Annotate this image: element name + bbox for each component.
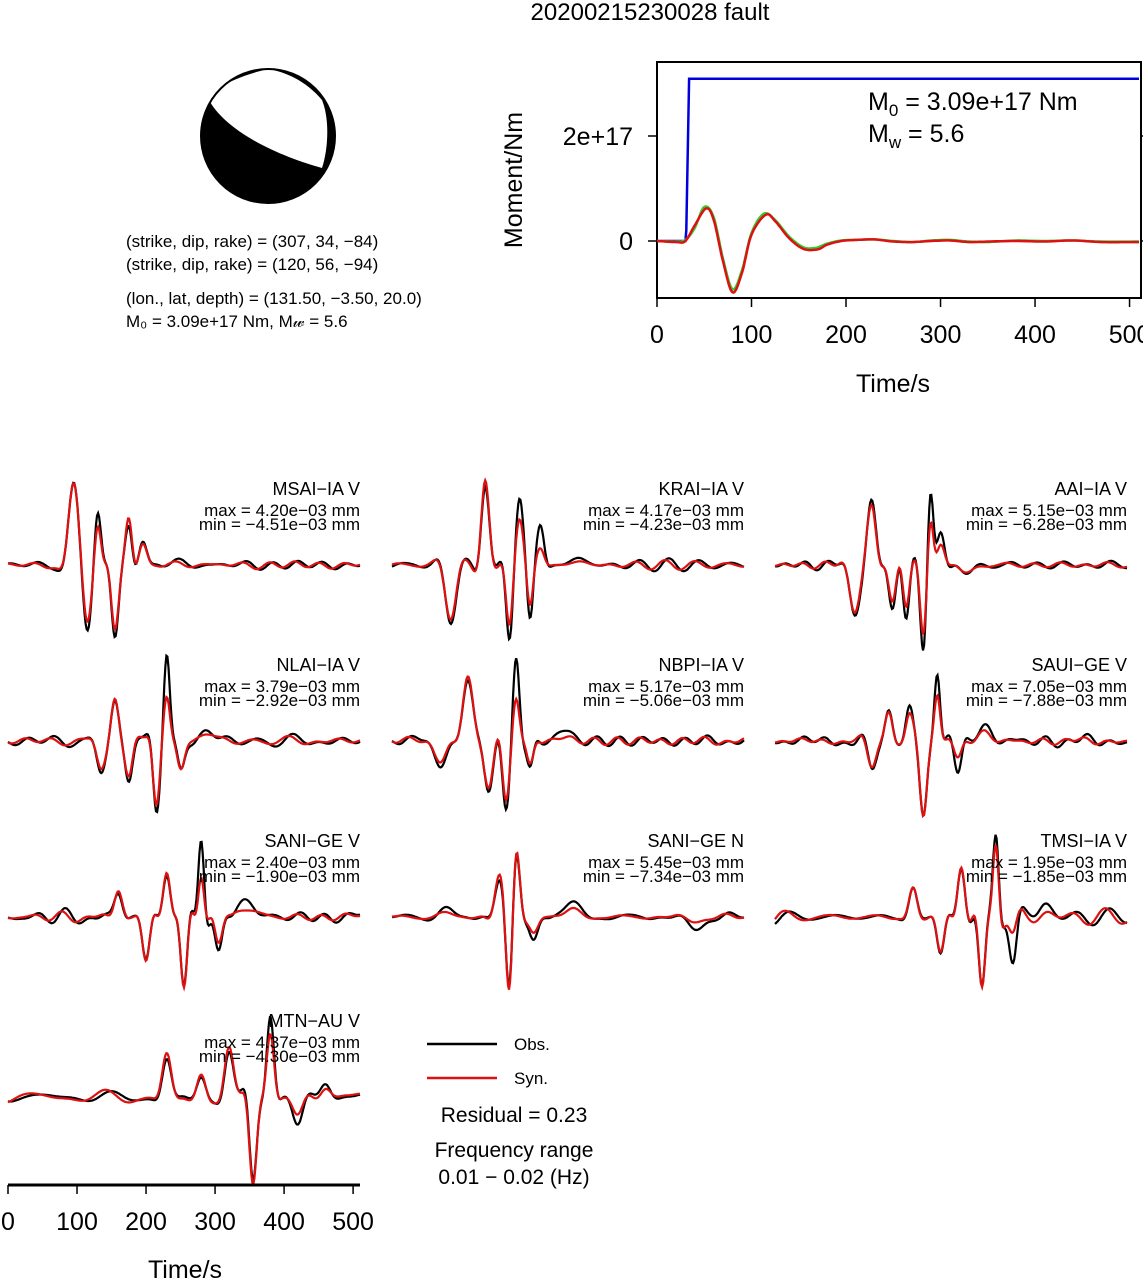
m0-annotation: M0 = 3.09e+17 Nm [868, 88, 1078, 120]
residual-label: Residual = 0.23 [441, 1104, 588, 1127]
focal-mechanism-beachball [200, 68, 336, 204]
moment-xtick-label: 100 [731, 321, 773, 349]
station-max: max = 4.17e−03 mm [588, 501, 744, 520]
waveform-xtick-label: 0 [1, 1208, 15, 1236]
station-label: MTN−AU V [268, 1011, 360, 1031]
legend-obs-label: Obs. [514, 1035, 550, 1054]
waveform-xtick-label: 200 [125, 1208, 167, 1236]
waveform-xtick-label: 100 [56, 1208, 98, 1236]
station-label: MSAI−IA V [272, 479, 360, 499]
moment-xtick-label: 0 [650, 321, 664, 349]
synthetic-waveform [7, 695, 361, 807]
observed-waveform [7, 1015, 361, 1183]
station-label: TMSI−IA V [1040, 831, 1127, 851]
moment-series-syn [656, 207, 1139, 294]
station-min: min = −4.51e−03 mm [199, 515, 360, 534]
station-max: max = 7.05e−03 mm [971, 677, 1127, 696]
moment-xtick-label: 300 [920, 321, 962, 349]
station-min: min = −4.30e−03 mm [199, 1047, 360, 1066]
station-min: min = −1.85e−03 mm [966, 867, 1127, 886]
moment-ytick-label: 0 [619, 228, 633, 256]
station-label: NLAI−IA V [276, 655, 360, 675]
station-max: max = 3.79e−03 mm [204, 677, 360, 696]
frequency-range-value: 0.01 − 0.02 (Hz) [438, 1166, 589, 1189]
moment-ytick-label: 2e+17 [563, 123, 633, 151]
station-min: min = −5.06e−03 mm [583, 691, 744, 710]
synthetic-waveform [7, 871, 361, 992]
nodal-plane-1: (strike, dip, rake) = (307, 34, −84) [126, 232, 378, 251]
observed-waveform [774, 493, 1127, 651]
waveform-xtick-label: 300 [194, 1208, 236, 1236]
moment-xtick-label: 400 [1014, 321, 1056, 349]
moment-axis-ticks: 0 100 200 300 400 500 0 2e+17 [563, 123, 1143, 349]
moment-series-green [657, 205, 1139, 291]
station-max: max = 4.37e−03 mm [204, 1033, 360, 1052]
synthetic-waveform [774, 693, 1128, 819]
synthetic-waveform [391, 675, 745, 803]
observed-waveform [391, 483, 745, 642]
synthetic-waveform [7, 1032, 361, 1187]
station-max: max = 2.40e−03 mm [204, 853, 360, 872]
station-min: min = −7.34e−03 mm [583, 867, 744, 886]
legend-syn-label: Syn. [514, 1069, 548, 1088]
station-min: min = −7.88e−03 mm [966, 691, 1127, 710]
synthetic-waveform [774, 502, 1128, 635]
waveform-time-axis: Time/s 0 100 200 300 400 500 [1, 1183, 374, 1281]
source-info: (strike, dip, rake) = (307, 34, −84) (st… [126, 232, 422, 331]
station-max: max = 1.95e−03 mm [971, 853, 1127, 872]
synthetic-waveform [391, 851, 745, 990]
nodal-plane-2: (strike, dip, rake) = (120, 56, −94) [126, 255, 378, 274]
moment-rate-panel: 010020030040050002e+17 Moment/Nm Time/s … [500, 61, 1143, 398]
station-min: min = −4.23e−03 mm [583, 515, 744, 534]
station-label: AAI−IA V [1054, 479, 1127, 499]
station-max: max = 5.17e−03 mm [588, 677, 744, 696]
moment-summary: M₀ = 3.09e+17 Nm, M𝓌 = 5.6 [126, 312, 348, 331]
synthetic-waveform [391, 477, 744, 627]
hypocenter-location: (lon., lat, depth) = (131.50, −3.50, 20.… [126, 289, 422, 308]
moment-ylabel: Moment/Nm [500, 112, 528, 248]
beachball-white-quadrant [209, 69, 328, 168]
station-max: max = 5.15e−03 mm [971, 501, 1127, 520]
station-min: min = −2.92e−03 mm [199, 691, 360, 710]
moment-xlabel: Time/s [856, 370, 930, 398]
station-max: max = 5.45e−03 mm [588, 853, 744, 872]
synthetic-waveform [7, 482, 361, 631]
station-max: max = 4.20e−03 mm [204, 501, 360, 520]
moment-xtick-label: 500 [1109, 321, 1143, 349]
moment-series [656, 77, 1139, 294]
frequency-range-title: Frequency range [435, 1139, 594, 1162]
synthetic-waveform [774, 844, 1128, 992]
waveform-xlabel: Time/s [148, 1256, 222, 1281]
waveform-xtick-label: 400 [263, 1208, 305, 1236]
station-min: min = −6.28e−03 mm [966, 515, 1127, 534]
mw-annotation: Mw = 5.6 [868, 120, 964, 152]
waveform-legend: Obs. Syn. [427, 1035, 550, 1088]
moment-plot-frame [656, 61, 1142, 299]
station-label: SANI−GE V [264, 831, 360, 851]
station-label: NBPI−IA V [658, 655, 744, 675]
figure-title: 20200215230028 fault [531, 0, 770, 26]
station-label: KRAI−IA V [658, 479, 744, 499]
station-min: min = −1.90e−03 mm [199, 867, 360, 886]
station-label: SAUI−GE V [1031, 655, 1127, 675]
waveform-xtick-label: 500 [332, 1208, 374, 1236]
station-label: SANI−GE N [647, 831, 744, 851]
moment-xtick-label: 200 [825, 321, 867, 349]
